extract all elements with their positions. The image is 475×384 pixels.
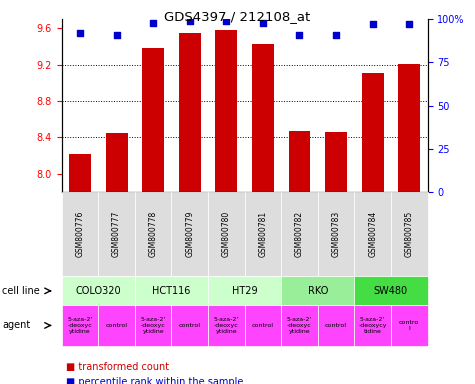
Point bbox=[149, 20, 157, 26]
Text: RKO: RKO bbox=[308, 286, 328, 296]
Text: ■ percentile rank within the sample: ■ percentile rank within the sample bbox=[66, 377, 244, 384]
Bar bbox=[252, 44, 274, 192]
Text: agent: agent bbox=[2, 320, 30, 331]
Text: COLO320: COLO320 bbox=[76, 286, 121, 296]
Point bbox=[186, 18, 194, 24]
Point bbox=[369, 22, 377, 28]
Point bbox=[332, 32, 340, 38]
Text: 5-aza-2'
-deoxyc
ytidine: 5-aza-2' -deoxyc ytidine bbox=[287, 317, 312, 334]
Text: GSM800779: GSM800779 bbox=[185, 211, 194, 257]
Text: GSM800784: GSM800784 bbox=[368, 211, 377, 257]
Text: 5-aza-2'
-deoxyc
ytidine: 5-aza-2' -deoxyc ytidine bbox=[67, 317, 93, 334]
Bar bbox=[105, 133, 128, 192]
Point bbox=[113, 32, 121, 38]
Text: GSM800776: GSM800776 bbox=[76, 211, 85, 257]
Text: GSM800783: GSM800783 bbox=[332, 211, 341, 257]
Point bbox=[405, 22, 413, 28]
Text: 5-aza-2'
-deoxycy
tidine: 5-aza-2' -deoxycy tidine bbox=[359, 317, 387, 334]
Bar bbox=[215, 30, 238, 192]
Bar bbox=[179, 33, 201, 192]
Point bbox=[295, 32, 304, 38]
Bar bbox=[142, 48, 164, 192]
Text: control: control bbox=[325, 323, 347, 328]
Text: 5-aza-2'
-deoxyc
ytidine: 5-aza-2' -deoxyc ytidine bbox=[141, 317, 166, 334]
Text: GSM800780: GSM800780 bbox=[222, 211, 231, 257]
Text: HCT116: HCT116 bbox=[152, 286, 190, 296]
Point bbox=[222, 18, 230, 24]
Text: ■ transformed count: ■ transformed count bbox=[66, 362, 170, 372]
Text: GSM800777: GSM800777 bbox=[112, 211, 121, 257]
Text: SW480: SW480 bbox=[374, 286, 408, 296]
Point bbox=[76, 30, 84, 36]
Bar bbox=[361, 73, 384, 192]
Bar bbox=[69, 154, 91, 192]
Point bbox=[259, 20, 267, 26]
Text: GSM800782: GSM800782 bbox=[295, 211, 304, 257]
Bar bbox=[398, 64, 420, 192]
Text: HT29: HT29 bbox=[232, 286, 257, 296]
Text: GDS4397 / 212108_at: GDS4397 / 212108_at bbox=[164, 10, 311, 23]
Text: GSM800778: GSM800778 bbox=[149, 211, 158, 257]
Text: contro
l: contro l bbox=[399, 320, 419, 331]
Bar bbox=[288, 131, 311, 192]
Text: GSM800781: GSM800781 bbox=[258, 211, 267, 257]
Text: 5-aza-2'
-deoxyc
ytidine: 5-aza-2' -deoxyc ytidine bbox=[214, 317, 239, 334]
Text: control: control bbox=[252, 323, 274, 328]
Text: control: control bbox=[179, 323, 201, 328]
Text: GSM800785: GSM800785 bbox=[405, 211, 414, 257]
Text: cell line: cell line bbox=[2, 286, 40, 296]
Bar bbox=[325, 132, 347, 192]
Text: control: control bbox=[105, 323, 128, 328]
